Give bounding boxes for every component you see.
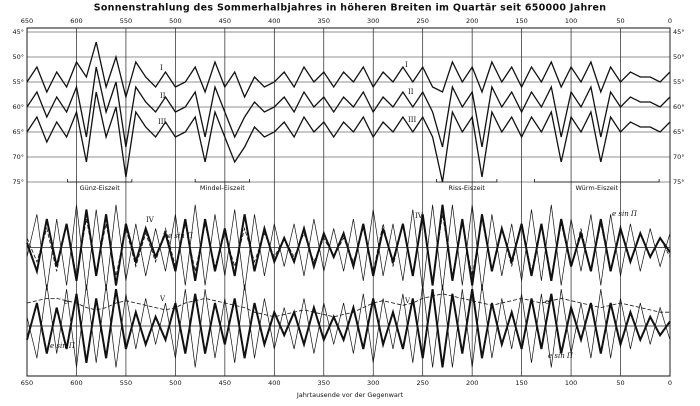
x-tick-label: 600 [70,379,82,387]
x-tick-label: 400 [268,379,280,387]
y-tick-label: 55° [12,78,24,86]
series-label: II [408,88,414,96]
x-tick-label: 100 [565,379,577,387]
x-tick-label: 550 [120,17,132,25]
x-tick-label: 450 [219,379,231,387]
x-tick-label: 300 [367,379,379,387]
x-tick-label: 200 [466,379,478,387]
y-tick-label: 70° [673,153,685,161]
x-tick-label: 400 [268,17,280,25]
series-label: II [160,92,166,100]
x-tick-label: 450 [219,17,231,25]
x-tick-label: 300 [367,17,379,25]
series-label: e sin Π [50,342,76,350]
series-label: V [404,297,411,305]
x-tick-label: 200 [466,17,478,25]
series-label: III [408,116,417,124]
x-tick-label: 500 [169,17,181,25]
y-tick-label: 45° [673,28,685,36]
x-tick-label: 150 [515,17,527,25]
x-tick-label: 100 [565,17,577,25]
x-tick-label: 250 [416,379,428,387]
x-tick-label: 650 [21,379,33,387]
series-label: IV [146,216,155,224]
period-label: Günz-Eiszeit [80,184,121,192]
y-tick-label: 65° [12,128,24,136]
series-label: e sin Π [168,232,194,240]
series-line [26,41,671,100]
series-label: e sin Π [612,210,638,218]
x-tick-label: 650 [21,17,33,25]
x-tick-label: 250 [416,17,428,25]
y-tick-label: 60° [12,103,24,111]
series-label: I [405,61,408,69]
x-tick-label: 50 [616,379,624,387]
series-label: e [64,298,68,306]
y-tick-label: 50° [673,53,685,61]
period-bracket [534,179,660,183]
y-tick-label: 75° [12,178,24,186]
x-tick-label: 550 [120,379,132,387]
x-tick-label: 150 [515,379,527,387]
y-tick-label: 70° [12,153,24,161]
series-line [26,91,671,183]
x-tick-label: 350 [318,379,330,387]
y-tick-label: 50° [12,53,24,61]
period-bracket [67,179,133,183]
y-tick-label: 60° [673,103,685,111]
period-bracket [436,179,498,183]
series-label: III [158,118,167,126]
period-label: Riss-Eiszeit [448,184,485,192]
y-tick-label: 65° [673,128,685,136]
x-tick-label: 0 [668,379,672,387]
series-line [26,204,671,291]
x-axis-label: Jahrtausende vor der Gegenwart [296,391,404,399]
series-line [26,66,671,148]
series-label: IV [415,212,424,220]
x-tick-label: 500 [169,379,181,387]
x-tick-label: 0 [668,17,672,25]
y-tick-label: 75° [673,178,685,186]
series-line [26,289,671,368]
series-line [26,214,671,281]
x-tick-label: 350 [318,17,330,25]
period-bracket [194,179,250,183]
x-tick-label: 600 [70,17,82,25]
series-label: e sin Π [548,352,574,360]
chart-title: Sonnenstrahlung des Sommerhalbjahres in … [94,3,607,14]
series-label: e [545,298,549,306]
series-line [26,284,671,368]
period-label: Würm-Eiszeit [575,184,618,192]
x-tick-label: 50 [616,17,624,25]
y-tick-label: 45° [12,28,24,36]
series-label: I [160,64,163,72]
series-label: V [159,295,166,303]
series-line [26,293,670,318]
y-tick-label: 55° [673,78,685,86]
period-label: Mindel-Eiszeit [200,184,245,192]
